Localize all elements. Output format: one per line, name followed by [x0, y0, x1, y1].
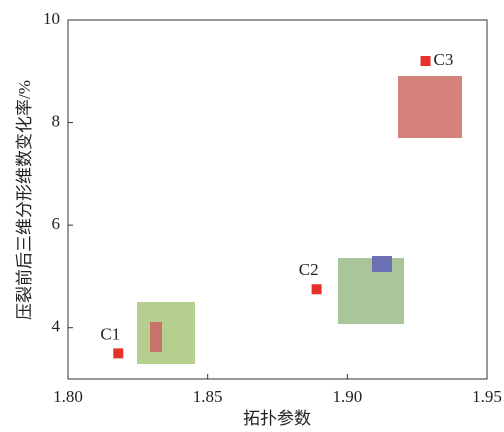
- x-tick-label: 1.95: [472, 387, 502, 406]
- cube-images: [137, 76, 462, 364]
- y-tick-label: 10: [43, 9, 60, 28]
- point: [420, 56, 431, 67]
- point-label: C2: [299, 260, 319, 279]
- x-tick-label: 1.85: [193, 387, 223, 406]
- y-tick-label: 8: [52, 111, 61, 130]
- cube-c2-core: [372, 256, 392, 272]
- cube-c3: [398, 76, 462, 138]
- point-label: C3: [434, 50, 454, 69]
- x-tick-label: 1.90: [332, 387, 362, 406]
- cube-c2: [338, 258, 404, 324]
- x-axis-title: 拓扑参数: [243, 409, 311, 428]
- plot-frame: [67, 19, 488, 380]
- x-tick-label: 1.80: [53, 387, 83, 406]
- y-tick-label: 6: [52, 214, 61, 233]
- cube-c1-core: [150, 322, 162, 352]
- point-label: C1: [100, 324, 120, 343]
- y-tick-label: 4: [52, 317, 61, 336]
- cube-c1: [137, 302, 195, 364]
- y-axis-title: 压裂前后三维分形维数变化率/%: [15, 80, 34, 320]
- point: [311, 284, 322, 295]
- point: [113, 348, 124, 359]
